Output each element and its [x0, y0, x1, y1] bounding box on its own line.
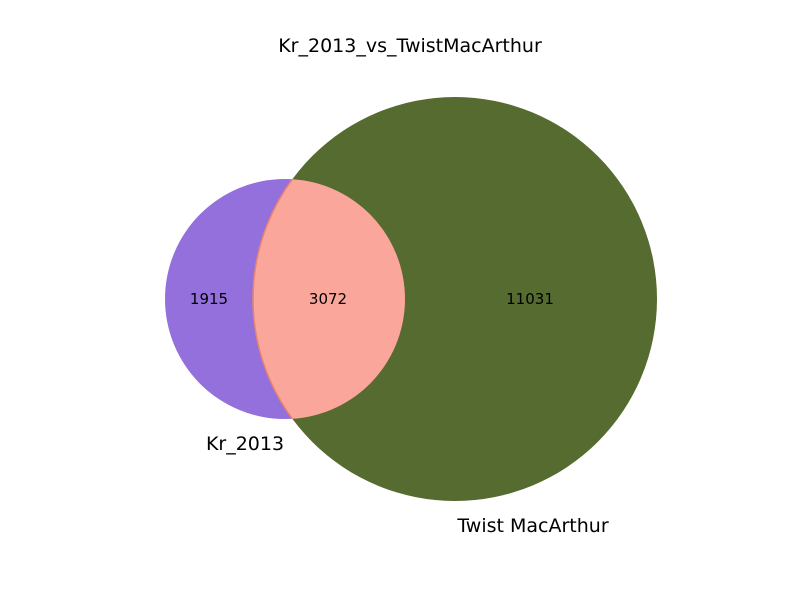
- diagram-title: Kr_2013_vs_TwistMacArthur: [278, 35, 542, 57]
- intersection-count: 3072: [309, 290, 347, 308]
- set-b-circle-twist-macarthur: [253, 97, 657, 501]
- set-b-label: Twist MacArthur: [456, 515, 608, 537]
- set-a-only-count: 1915: [190, 290, 228, 308]
- set-b-only-count: 11031: [506, 290, 554, 308]
- set-a-label: Kr_2013: [206, 433, 284, 455]
